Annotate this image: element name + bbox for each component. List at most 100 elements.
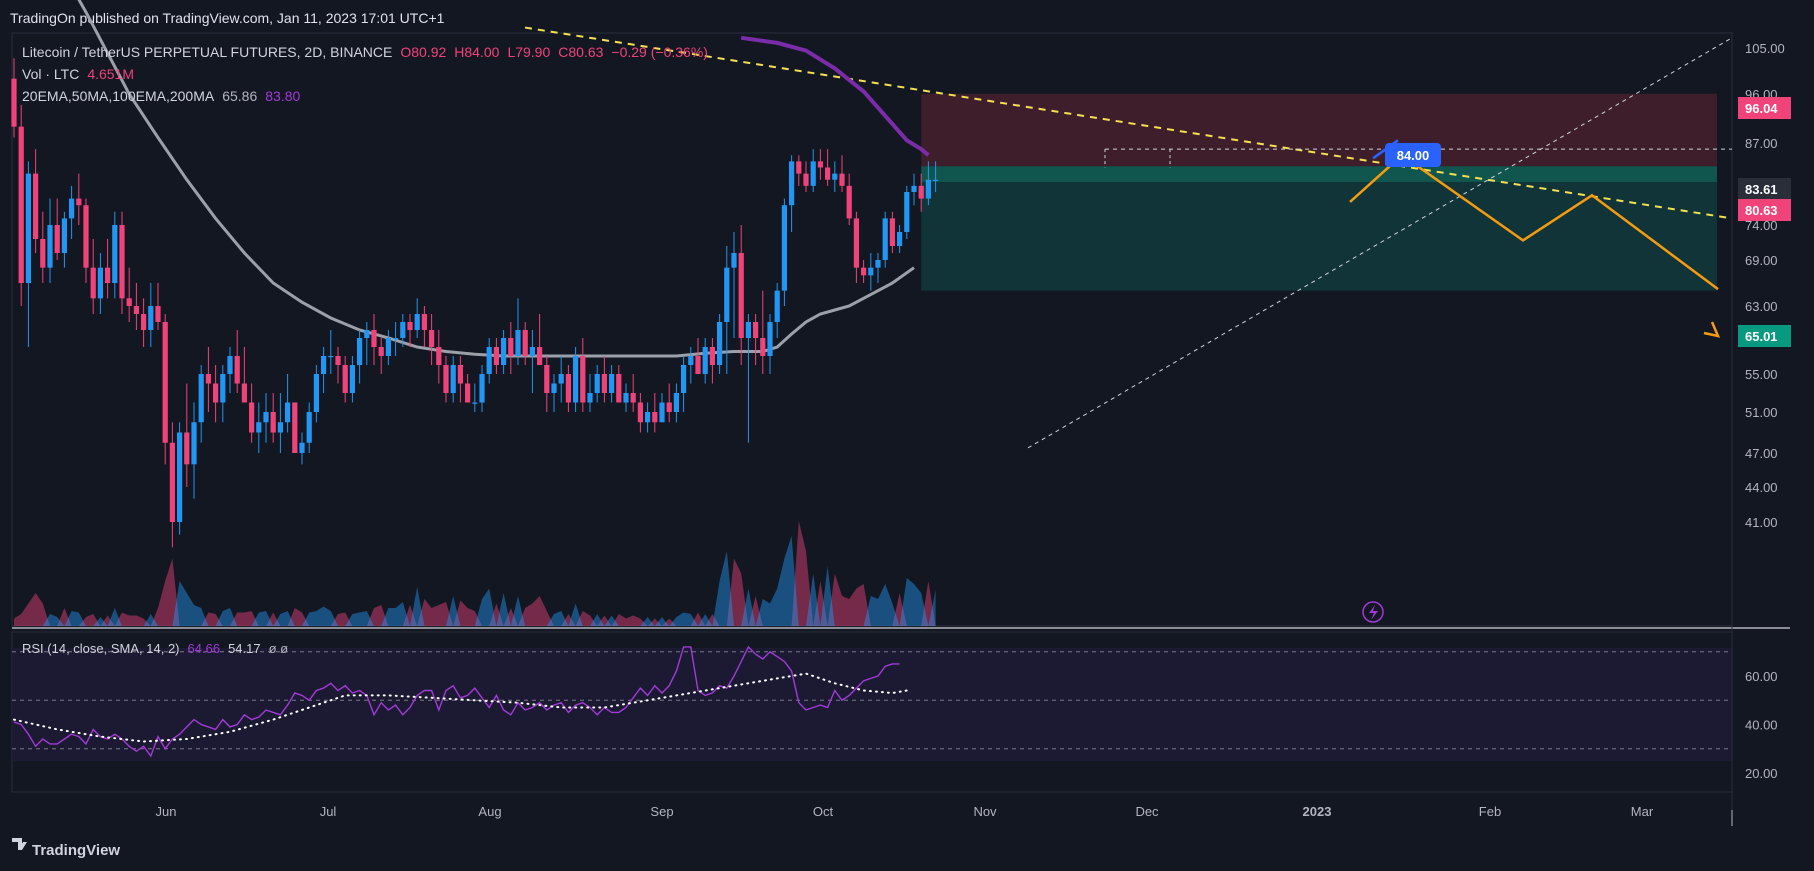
- price-tick-label: 44.00: [1745, 480, 1778, 495]
- candle: [349, 356, 355, 403]
- ma-label: 20EMA,50MA,100EMA,200MA: [22, 88, 215, 104]
- projection-path: 84.00: [1349, 139, 1721, 623]
- candle: [198, 365, 204, 443]
- candle-body: [234, 356, 240, 384]
- candle-body: [371, 330, 377, 347]
- candle: [18, 104, 24, 306]
- candle: [616, 365, 622, 403]
- candle: [126, 267, 132, 322]
- candle-body: [803, 173, 809, 186]
- candle-body: [393, 338, 399, 340]
- candle-body: [61, 218, 67, 253]
- candle: [832, 161, 838, 192]
- candle: [105, 239, 111, 299]
- candle: [875, 253, 881, 283]
- candle-body: [717, 322, 723, 365]
- time-tick-label: Sep: [650, 804, 673, 819]
- candle-body: [839, 173, 845, 186]
- candle-body: [256, 422, 262, 433]
- candle-body: [587, 393, 593, 403]
- candle: [688, 347, 694, 384]
- tradingview-logo: TradingView: [12, 838, 120, 859]
- candle-body: [299, 442, 305, 453]
- candle-body: [349, 365, 355, 393]
- candle: [702, 338, 708, 384]
- candle-body: [54, 225, 60, 253]
- candle: [457, 356, 463, 403]
- price-badges: 96.04 83.61 80.63 65.01: [1738, 97, 1791, 347]
- candle-body: [832, 173, 838, 180]
- candle-body: [702, 347, 708, 374]
- badge-stop: 96.04: [1745, 101, 1778, 116]
- time-tick-label: 2023: [1303, 804, 1332, 819]
- candle-body: [90, 267, 96, 299]
- candle: [868, 253, 874, 291]
- candle: [184, 383, 190, 487]
- candle: [33, 149, 39, 253]
- candle-body: [465, 383, 471, 403]
- candle-body: [681, 365, 687, 393]
- candle-body: [666, 402, 672, 412]
- candle-body: [213, 383, 219, 403]
- candle: [587, 374, 593, 412]
- rsi-tick-label: 20.00: [1745, 766, 1778, 781]
- candle-body: [904, 192, 910, 232]
- candle-body: [169, 442, 175, 522]
- candle-body: [385, 338, 391, 356]
- candle: [148, 283, 154, 347]
- candle: [450, 356, 456, 403]
- candle-body: [184, 432, 190, 465]
- time-tick-label: Jun: [156, 804, 177, 819]
- candle-body: [745, 322, 751, 338]
- entry-zone: [921, 166, 1717, 182]
- candle-body: [731, 253, 737, 268]
- candle-body: [659, 402, 665, 423]
- time-tick-label: Aug: [478, 804, 501, 819]
- candle-body: [616, 374, 622, 403]
- candle: [551, 374, 557, 412]
- candle-body: [882, 218, 888, 260]
- tradingview-wordmark: TradingView: [32, 842, 120, 859]
- candle: [717, 314, 723, 374]
- candle: [846, 173, 852, 225]
- badge-close: 80.63: [1745, 203, 1778, 218]
- alert-bolt: [1369, 605, 1378, 620]
- candle-body: [277, 422, 283, 433]
- time-tick-label: Dec: [1135, 804, 1159, 819]
- candle-body: [76, 198, 82, 206]
- candle: [673, 383, 679, 423]
- candle-body: [609, 374, 615, 393]
- candle: [666, 383, 672, 423]
- candle: [465, 374, 471, 403]
- descending-trendline: [524, 26, 1733, 220]
- candle-body: [933, 179, 939, 181]
- candle-body: [868, 267, 874, 276]
- tradingview-logo-icon: [12, 838, 27, 850]
- candle: [227, 347, 233, 393]
- badge-target: 65.01: [1745, 329, 1778, 344]
- time-tick-label: Nov: [973, 804, 997, 819]
- candle: [486, 338, 492, 384]
- candle: [97, 253, 103, 314]
- legend-close: C80.63: [558, 44, 603, 60]
- candle-body: [69, 198, 75, 219]
- candle-body: [97, 267, 103, 299]
- candle-body: [846, 185, 852, 219]
- candle: [328, 330, 334, 374]
- candle: [529, 330, 535, 393]
- candle: [357, 330, 363, 384]
- candle-body: [695, 356, 701, 374]
- candle-body: [220, 374, 226, 403]
- candle-body: [529, 347, 535, 356]
- volume-series: [14, 521, 936, 626]
- candle: [738, 225, 744, 365]
- candle: [652, 393, 658, 433]
- candle-body: [205, 374, 211, 384]
- candle-body: [911, 185, 917, 192]
- candle: [378, 338, 384, 374]
- candle-body: [594, 374, 600, 393]
- candle-body: [537, 347, 543, 365]
- rsi-band: [12, 648, 1732, 761]
- candle-body: [861, 267, 867, 276]
